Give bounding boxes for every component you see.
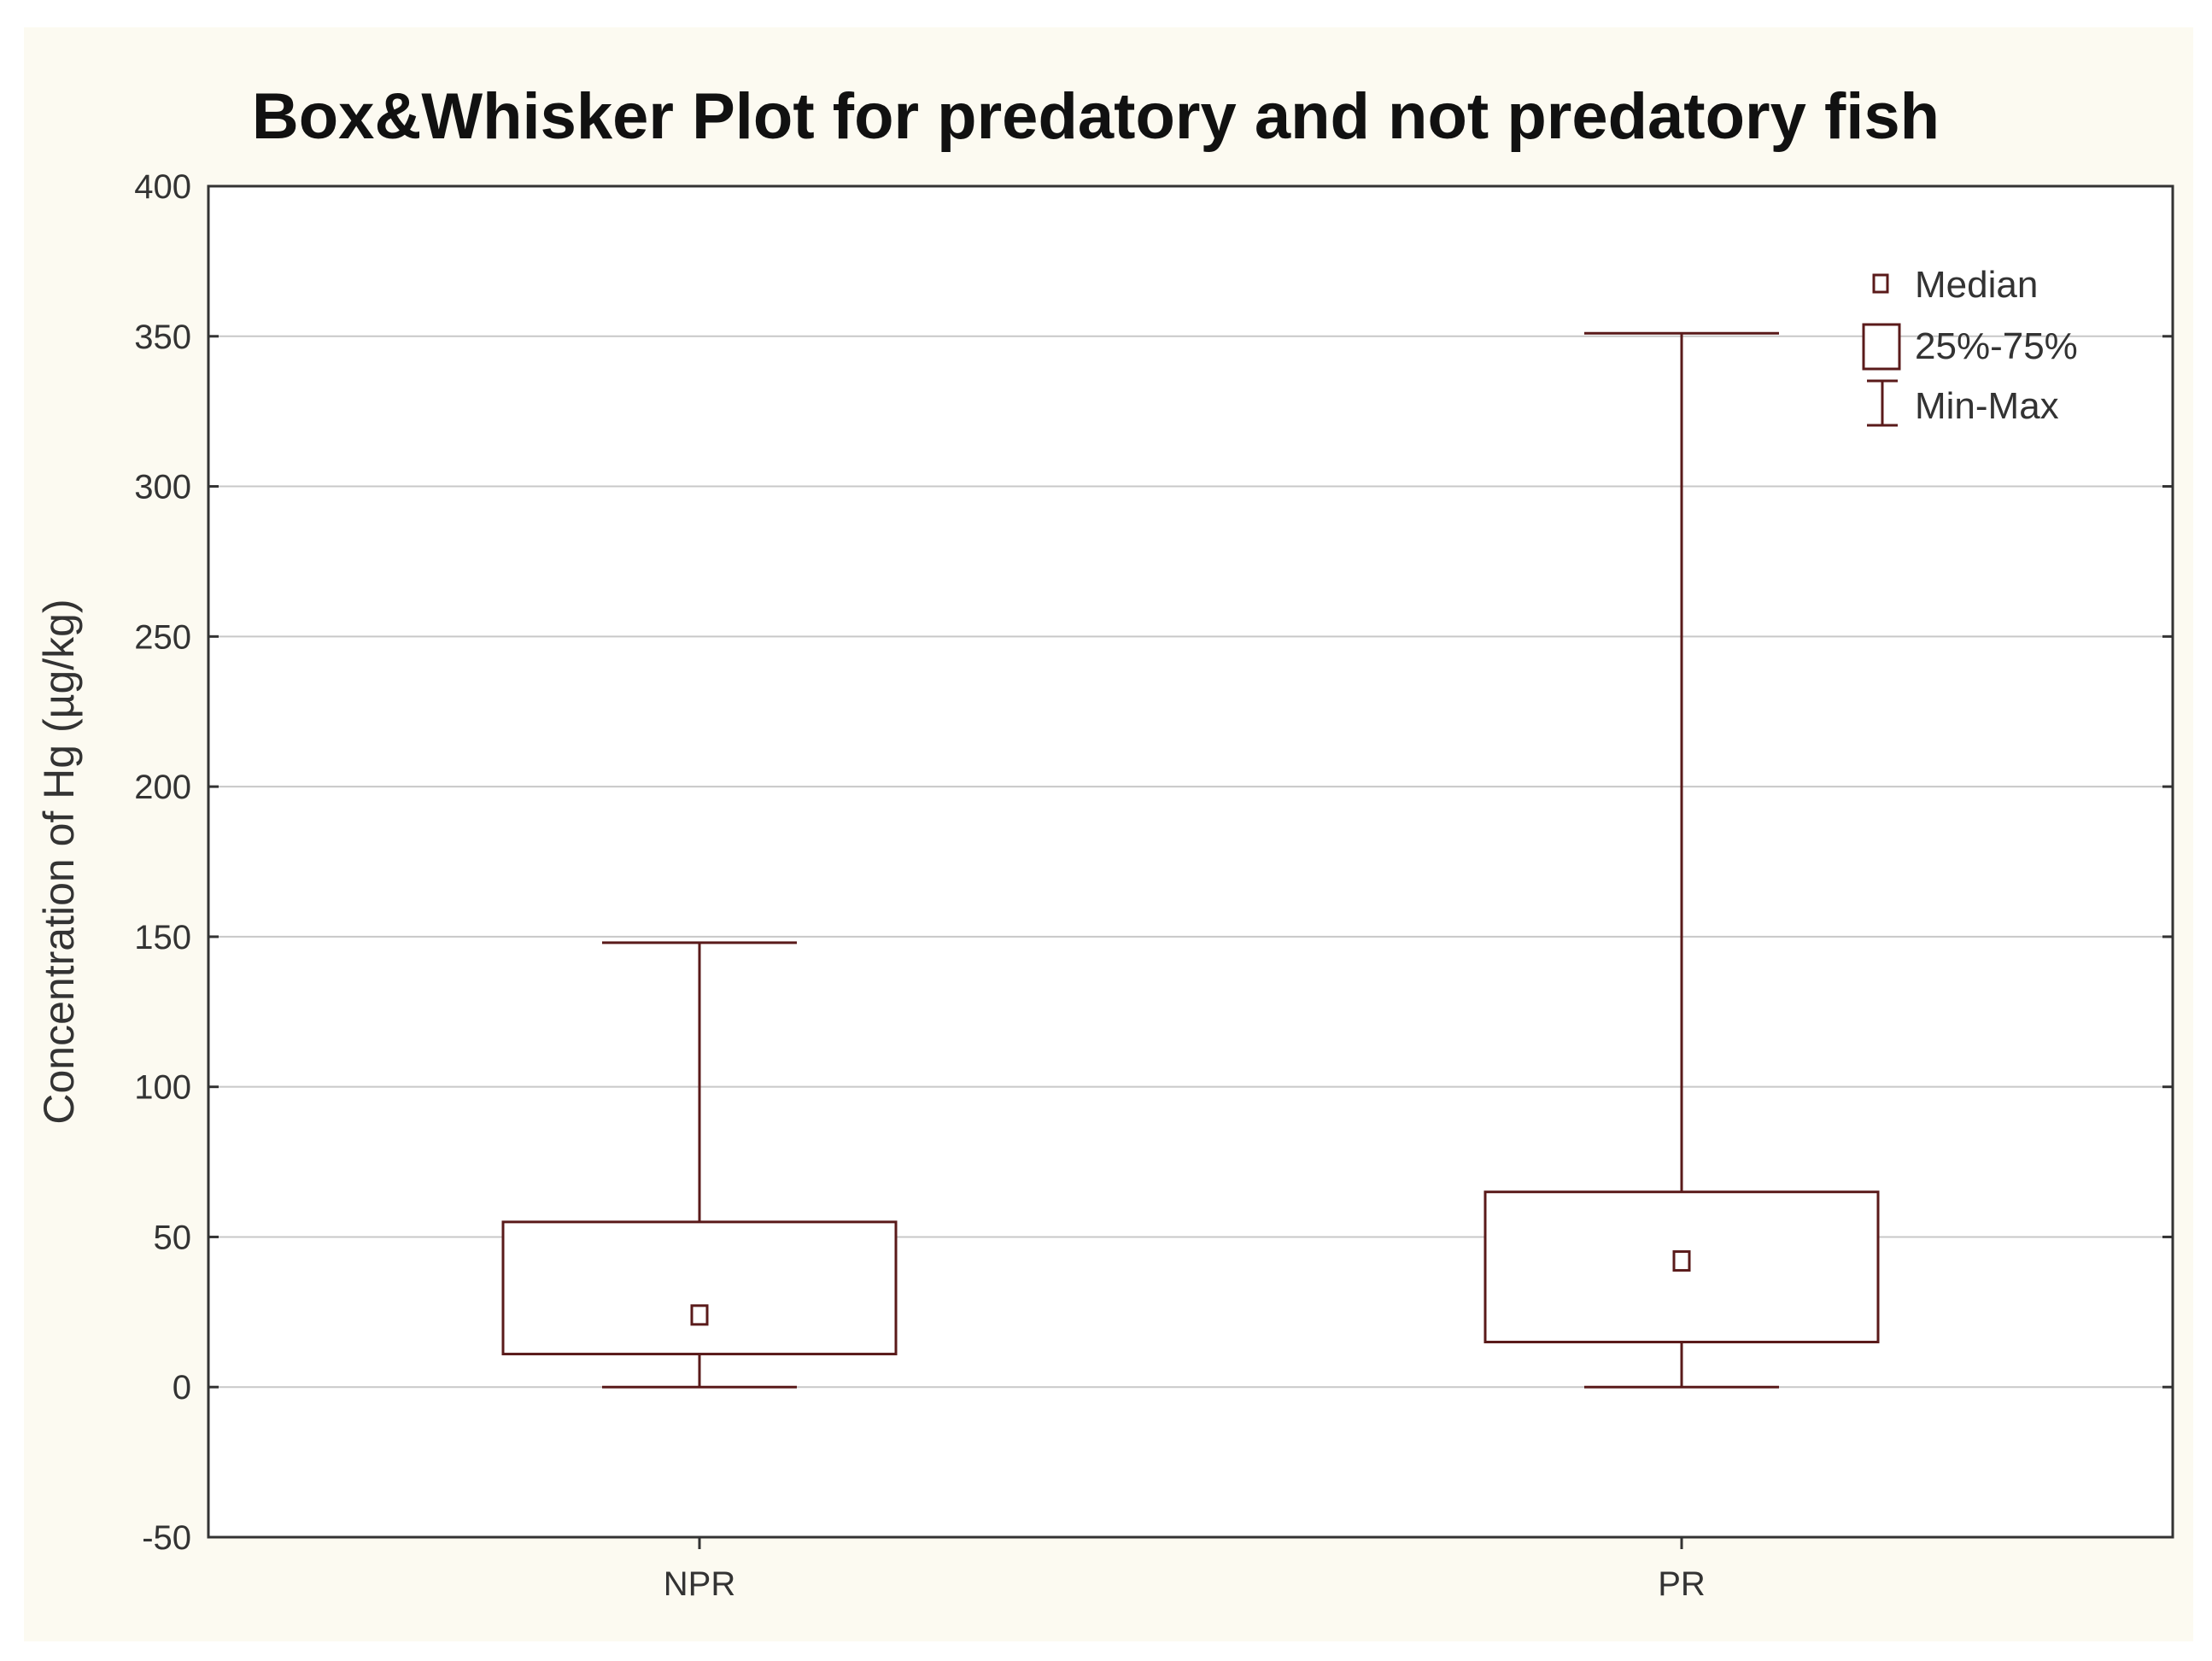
legend-box-swatch — [1862, 323, 1901, 371]
y-tick-label-6: 250 — [134, 618, 191, 656]
legend: Median 25%-75% Min-Max — [1862, 264, 2078, 427]
npr-iqr-box — [501, 1220, 898, 1356]
legend-minmax-label: Min-Max — [1915, 385, 2059, 427]
x-tick-label-npr: NPR — [664, 1565, 735, 1603]
legend-median-label: Median — [1915, 264, 2038, 306]
y-tick-label-0: -50 — [142, 1519, 191, 1557]
x-axis-ticks: NPR PR — [664, 1537, 1706, 1603]
y-tick-label-1: 0 — [173, 1369, 191, 1407]
npr-median-marker — [690, 1304, 709, 1326]
y-tick-label-4: 150 — [134, 919, 191, 956]
y-tick-label-5: 200 — [134, 769, 191, 806]
legend-median-swatch — [1872, 273, 1889, 294]
x-tick-label-pr: PR — [1658, 1565, 1706, 1603]
box-series — [501, 331, 1880, 1389]
y-axis-ticks: -50 0 50 100 150 200 250 300 350 400 — [134, 168, 2173, 1557]
y-tick-label-3: 100 — [134, 1069, 191, 1107]
y-tick-label-9: 400 — [134, 168, 191, 206]
pr-median-marker — [1672, 1250, 1691, 1272]
chart-title: Box&Whisker Plot for predatory and not p… — [252, 80, 1940, 153]
y-tick-label-7: 300 — [134, 469, 191, 506]
y-tick-label-8: 350 — [134, 319, 191, 356]
y-axis-label: Concentration of Hg (µg/kg) — [35, 599, 83, 1124]
y-tick-label-2: 50 — [154, 1219, 192, 1256]
legend-box-label: 25%-75% — [1915, 325, 2078, 367]
